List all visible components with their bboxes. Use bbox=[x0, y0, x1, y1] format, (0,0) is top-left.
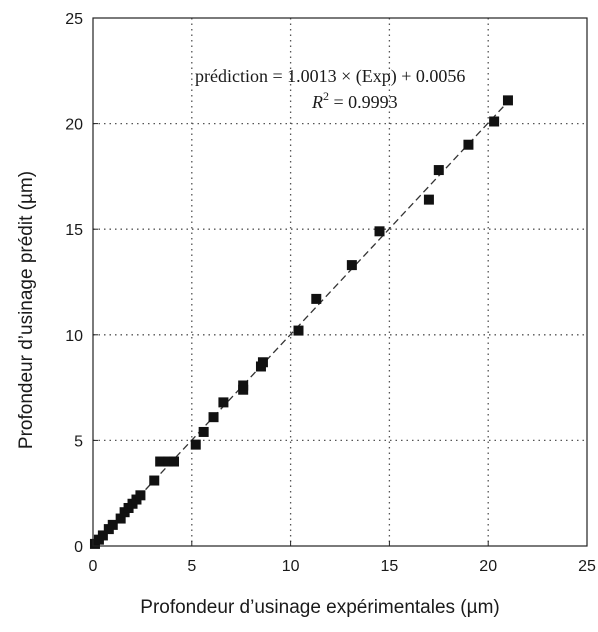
x-tick-label: 10 bbox=[282, 558, 300, 575]
data-point bbox=[346, 260, 357, 271]
x-tick-label: 5 bbox=[187, 558, 196, 575]
data-point bbox=[169, 456, 180, 467]
x-tick-label: 0 bbox=[89, 558, 98, 575]
data-point bbox=[502, 95, 513, 106]
y-tick-label: 20 bbox=[65, 117, 83, 134]
y-axis-title: Profondeur d’usinage prédit (µm) bbox=[16, 171, 37, 449]
tick-labels: 0 5 10 15 20 25 0 5 10 15 20 25 bbox=[65, 11, 596, 575]
data-point bbox=[97, 530, 108, 541]
data-point bbox=[293, 325, 304, 336]
plot-frame bbox=[92, 17, 588, 547]
data-point bbox=[463, 139, 474, 150]
data-point bbox=[311, 293, 322, 304]
x-tick-label: 20 bbox=[479, 558, 497, 575]
r-squared-exponent: 2 bbox=[323, 89, 329, 103]
data-point bbox=[238, 380, 249, 391]
data-point bbox=[257, 357, 268, 368]
data-point bbox=[190, 439, 201, 450]
data-point bbox=[433, 165, 444, 176]
data-point bbox=[489, 116, 500, 127]
data-point bbox=[198, 426, 209, 437]
y-tick-label: 15 bbox=[65, 222, 83, 239]
data-point bbox=[163, 456, 174, 467]
data-point bbox=[374, 226, 385, 237]
y-tick-label: 25 bbox=[65, 11, 83, 28]
x-tick-label: 25 bbox=[578, 558, 596, 575]
equation-annotation: prédiction = 1.0013 × (Exp) + 0.0056 bbox=[195, 66, 465, 87]
x-tick-label: 15 bbox=[381, 558, 399, 575]
r-squared-value: = 0.9993 bbox=[329, 92, 398, 112]
y-tick-label: 10 bbox=[65, 328, 83, 345]
r-squared-annotation: R2 = 0.9993 bbox=[311, 89, 398, 112]
grid-lines bbox=[93, 18, 587, 546]
data-point bbox=[107, 519, 118, 530]
data-point bbox=[135, 490, 146, 501]
data-point bbox=[115, 513, 126, 524]
x-axis-title: Profondeur d’usinage expérimentales (µm) bbox=[140, 597, 499, 618]
data-points bbox=[89, 95, 513, 549]
y-tick-label: 0 bbox=[74, 539, 83, 556]
data-point bbox=[155, 456, 166, 467]
y-tick-label: 5 bbox=[74, 433, 83, 450]
data-point bbox=[218, 397, 229, 408]
data-point bbox=[208, 412, 219, 423]
data-point bbox=[423, 194, 434, 205]
data-point bbox=[149, 475, 160, 486]
r-squared-symbol: R bbox=[311, 92, 323, 112]
